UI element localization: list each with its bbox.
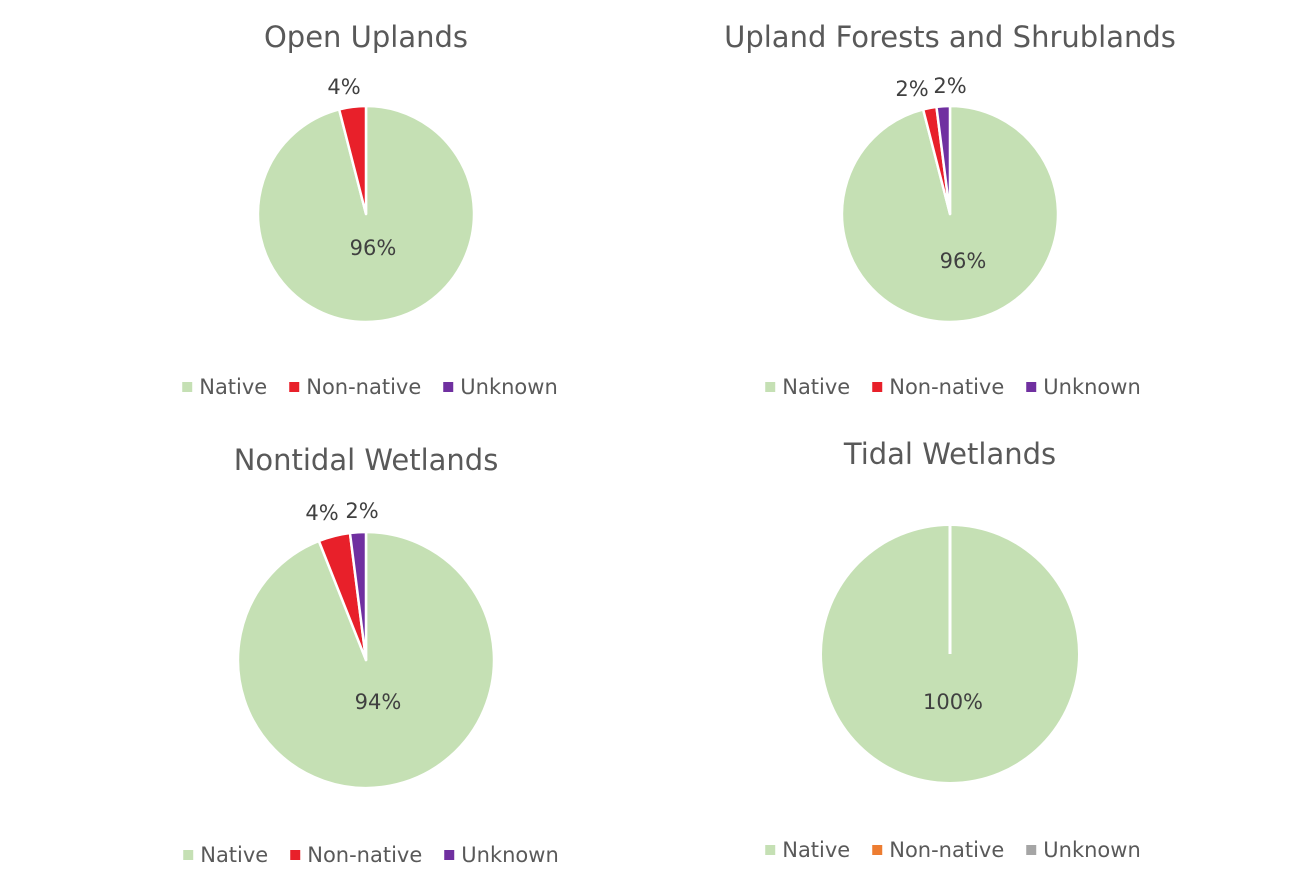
legend: Native Non-native Unknown: [182, 375, 558, 399]
legend-label: Unknown: [1043, 838, 1141, 862]
legend-label: Native: [782, 838, 851, 862]
chart-title-open-uplands: Open Uplands: [263, 20, 469, 54]
legend-label: Unknown: [1043, 375, 1141, 399]
legend-swatch: [290, 850, 301, 860]
legend-label: Non-native: [889, 375, 1005, 399]
pie-slice-unknown: [935, 104, 952, 216]
legend-swatch: [765, 845, 776, 855]
data-label-native: 96%: [939, 249, 987, 273]
legend-item-unknown: Unknown: [1026, 838, 1141, 862]
legend-item-non-native: Non-native: [289, 375, 421, 399]
chart-title-nontidal-wetlands: Nontidal Wetlands: [233, 443, 499, 477]
legend-label: Non-native: [307, 843, 423, 867]
legend-swatch: [443, 382, 454, 392]
legend: Native Non-native Unknown: [183, 843, 559, 867]
legend-item-non-native: Non-native: [872, 375, 1004, 399]
legend-item-unknown: Unknown: [444, 843, 559, 867]
legend-label: Unknown: [461, 843, 559, 867]
legend-swatch: [872, 382, 883, 392]
legend: Native Non-native Unknown: [765, 375, 1141, 399]
legend-swatch: [1026, 382, 1037, 392]
pie-slice-unknown: [348, 530, 368, 662]
legend-swatch: [872, 845, 883, 855]
legend-item-native: Native: [182, 375, 267, 399]
data-label-non-native: 2%: [895, 77, 929, 101]
data-label-unknown: 2%: [933, 74, 967, 98]
legend-item-native: Native: [765, 838, 850, 862]
legend-label: Non-native: [889, 838, 1005, 862]
legend-label: Native: [782, 375, 851, 399]
legend-item-non-native: Non-native: [872, 838, 1004, 862]
chart-title-tidal-wetlands: Tidal Wetlands: [843, 437, 1057, 471]
legend: Native Non-native Unknown: [765, 838, 1141, 862]
legend-label: Unknown: [460, 375, 558, 399]
data-label-native: 100%: [922, 690, 984, 714]
chart-title-upland-forests: Upland Forests and Shrublands: [724, 20, 1176, 54]
legend-swatch: [444, 850, 455, 860]
legend-item-unknown: Unknown: [1026, 375, 1141, 399]
pie-slice-non-native: [337, 104, 368, 216]
data-label-native: 96%: [349, 236, 397, 260]
data-label-unknown: 2%: [345, 499, 379, 523]
legend-swatch: [183, 850, 194, 860]
legend-label: Non-native: [306, 375, 422, 399]
legend-item-unknown: Unknown: [443, 375, 558, 399]
legend-item-native: Native: [765, 375, 850, 399]
legend-label: Native: [199, 375, 268, 399]
legend-label: Native: [200, 843, 269, 867]
legend-item-non-native: Non-native: [290, 843, 422, 867]
legend-swatch: [765, 382, 776, 392]
legend-swatch: [1026, 845, 1037, 855]
data-label-non-native: 4%: [327, 75, 361, 99]
legend-item-native: Native: [183, 843, 268, 867]
data-label-native: 94%: [354, 690, 402, 714]
legend-swatch: [182, 382, 193, 392]
data-label-non-native: 4%: [305, 501, 339, 525]
legend-swatch: [289, 382, 300, 392]
